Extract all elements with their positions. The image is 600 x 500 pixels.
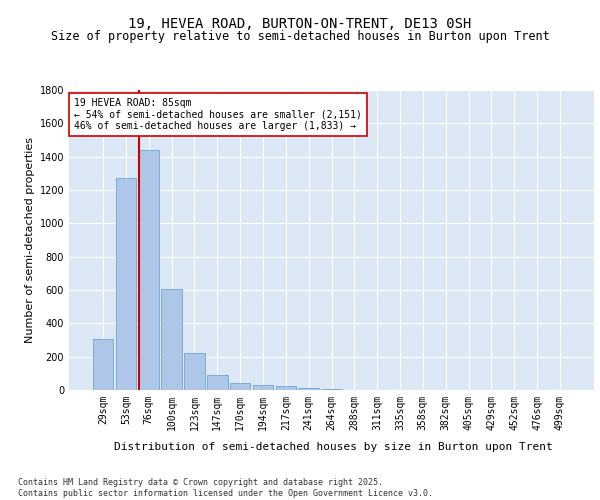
- Bar: [253, 385, 273, 390]
- Text: 19 HEVEA ROAD: 85sqm
← 54% of semi-detached houses are smaller (2,151)
46% of se: 19 HEVEA ROAD: 85sqm ← 54% of semi-detac…: [74, 98, 362, 130]
- Bar: [298, 388, 319, 390]
- Bar: [93, 339, 113, 390]
- Bar: [139, 150, 159, 390]
- Bar: [321, 389, 342, 390]
- Bar: [161, 289, 182, 390]
- Bar: [116, 178, 136, 390]
- Bar: [207, 376, 227, 390]
- Text: Contains HM Land Registry data © Crown copyright and database right 2025.
Contai: Contains HM Land Registry data © Crown c…: [18, 478, 433, 498]
- Bar: [184, 354, 205, 390]
- Y-axis label: Number of semi-detached properties: Number of semi-detached properties: [25, 137, 35, 343]
- Text: 19, HEVEA ROAD, BURTON-ON-TRENT, DE13 0SH: 19, HEVEA ROAD, BURTON-ON-TRENT, DE13 0S…: [128, 18, 472, 32]
- Bar: [275, 386, 296, 390]
- Bar: [230, 384, 250, 390]
- Text: Distribution of semi-detached houses by size in Burton upon Trent: Distribution of semi-detached houses by …: [113, 442, 553, 452]
- Text: Size of property relative to semi-detached houses in Burton upon Trent: Size of property relative to semi-detach…: [50, 30, 550, 43]
